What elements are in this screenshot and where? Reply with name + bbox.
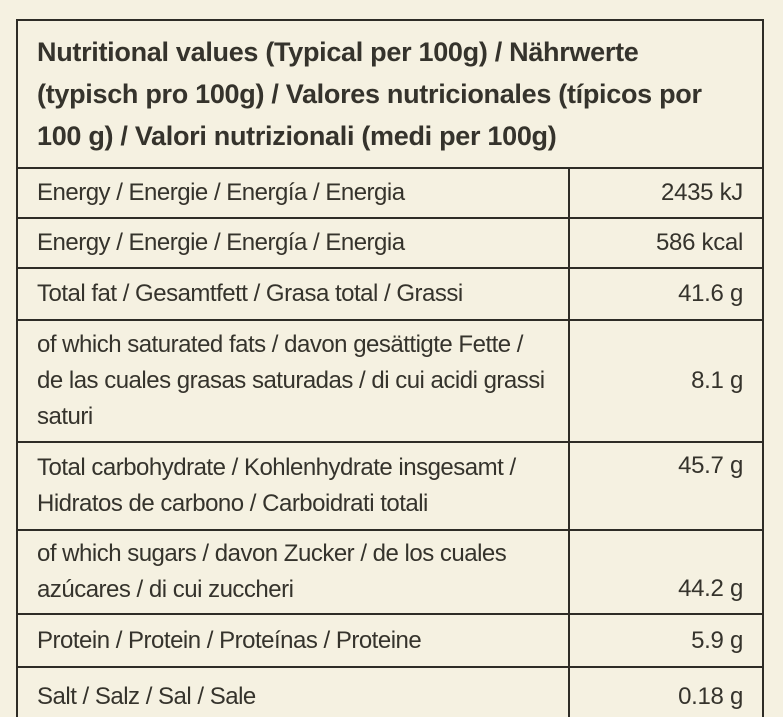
nutrient-label: Protein / Protein / Proteínas / Proteine bbox=[37, 626, 422, 654]
nutrient-label: Energy / Energie / Energía / Energia bbox=[37, 179, 405, 206]
table-title: Nutritional values (Typical per 100g) / … bbox=[37, 37, 702, 151]
table-row-energy-kj: Energy / Energie / Energía / Energia 243… bbox=[18, 167, 762, 217]
nutrient-label: of which saturated fats / davon gesättig… bbox=[37, 331, 545, 430]
table-row-saturated-fats: of which saturated fats / davon gesättig… bbox=[18, 319, 762, 441]
table-row-salt: Salt / Salz / Sal / Sale 0.18 g bbox=[18, 666, 762, 717]
nutrient-value: 2435 kJ bbox=[568, 169, 762, 217]
table-row-sugars: of which sugars / davon Zucker / de los … bbox=[18, 529, 762, 613]
nutrient-value: 44.2 g bbox=[568, 531, 762, 613]
table-row-protein: Protein / Protein / Proteínas / Proteine… bbox=[18, 613, 762, 666]
nutrient-value: 5.9 g bbox=[568, 615, 762, 666]
nutrient-label: Salt / Salz / Sal / Sale bbox=[37, 682, 256, 710]
nutrient-label: Total carbohydrate / Kohlenhydrate insge… bbox=[37, 454, 516, 517]
table-row-carbohydrate: Total carbohydrate / Kohlenhydrate insge… bbox=[18, 441, 762, 529]
nutrition-table: Nutritional values (Typical per 100g) / … bbox=[16, 19, 764, 717]
table-row-total-fat: Total fat / Gesamtfett / Grasa total / G… bbox=[18, 267, 762, 319]
nutrient-value: 8.1 g bbox=[568, 321, 762, 441]
nutrient-label: of which sugars / davon Zucker / de los … bbox=[37, 540, 507, 603]
nutrient-label: Energy / Energie / Energía / Energia bbox=[37, 229, 405, 256]
nutrient-value: 41.6 g bbox=[568, 269, 762, 319]
nutrient-value: 45.7 g bbox=[568, 443, 762, 529]
nutrient-label: Total fat / Gesamtfett / Grasa total / G… bbox=[37, 280, 463, 307]
nutrient-value: 586 kcal bbox=[568, 219, 762, 267]
nutrient-value: 0.18 g bbox=[568, 668, 762, 717]
table-row-energy-kcal: Energy / Energie / Energía / Energia 586… bbox=[18, 217, 762, 267]
